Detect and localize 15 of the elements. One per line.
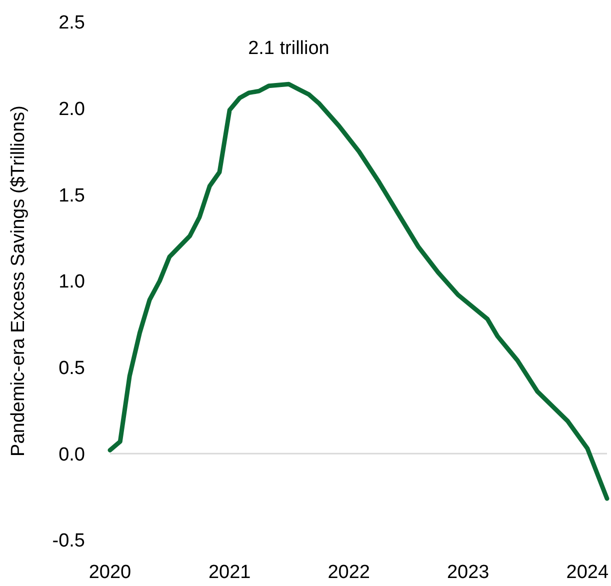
y-tick-label: 1.5	[58, 185, 85, 206]
y-axis-title: Pandemic-era Excess Savings ($Trillions)	[8, 106, 29, 456]
x-tick-label: 2020	[88, 562, 132, 583]
y-tick-label: 2.5	[58, 12, 85, 34]
x-tick-label: 2023	[446, 562, 490, 583]
y-tick-label: 2.0	[58, 98, 85, 120]
x-tick-label: 2024	[566, 562, 609, 583]
x-tick-label: 2021	[208, 562, 251, 583]
y-tick-label: 1.0	[58, 272, 85, 293]
y-tick-label: 0.5	[58, 358, 85, 379]
line-series	[108, 82, 610, 501]
annotation: 2.1 trillion	[248, 38, 330, 60]
x-tick-label: 2022	[328, 562, 370, 583]
y-tick-label: 0.0	[58, 444, 85, 466]
y-tick-label: -0.5	[52, 530, 85, 552]
